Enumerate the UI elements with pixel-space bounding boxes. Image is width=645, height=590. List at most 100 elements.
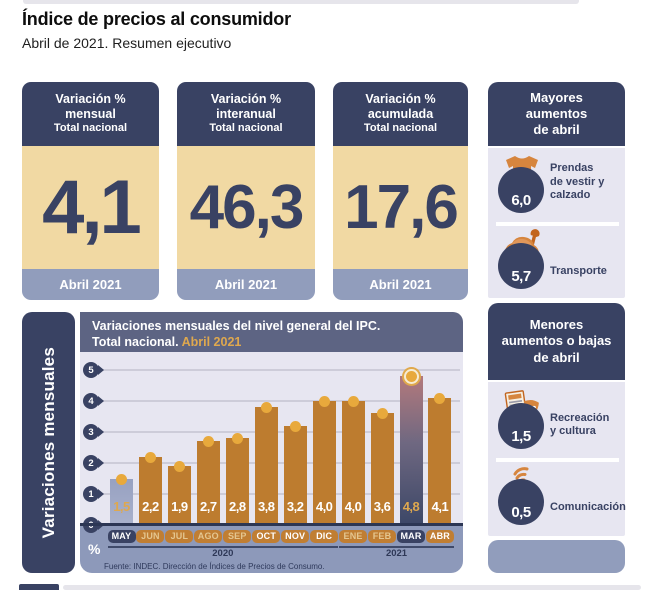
highlight-item-clothing: 6,0 Prendas de vestir y calzado — [498, 155, 623, 213]
chart-plot: 0123451,52,21,92,72,83,83,24,04,03,64,84… — [80, 352, 463, 533]
y-tick-badge: 2 — [83, 455, 104, 471]
chart-source: Fuente: INDEC. Dirección de Índices de P… — [104, 562, 325, 571]
bar-feb: 3,6 — [370, 408, 394, 525]
stat-card-title: Variación % interanual — [210, 92, 282, 122]
highlight-bubble: 0,5 — [498, 467, 550, 525]
month-badge-ago: AGO — [194, 530, 223, 543]
bar-dot — [405, 371, 417, 383]
stat-card-period: Abril 2021 — [333, 269, 468, 300]
bar-may: 1,5 — [110, 473, 133, 525]
stat-card-subtitle: Total nacional — [209, 122, 283, 135]
bar-value-label: 4,0 — [315, 499, 333, 514]
stat-value-monthly: 4,1 — [42, 164, 142, 250]
bar-value-label: 1,5 — [113, 499, 130, 514]
bar-mar: 4,8 — [399, 371, 423, 525]
panel-divider — [496, 222, 619, 226]
chart-footer: % Fuente: INDEC. Dirección de Índices de… — [80, 525, 463, 573]
chart-title-line1: Variaciones mensuales del nivel general … — [92, 319, 381, 333]
bar-value-label: 3,6 — [373, 499, 391, 514]
stat-card-body: 17,6 — [333, 146, 468, 269]
chart-main: Variaciones mensuales del nivel general … — [80, 312, 463, 573]
stat-value-accumulated: 17,6 — [344, 172, 459, 242]
highlight-bubble: 1,5 — [498, 390, 550, 449]
stat-card-header: Variación % acumulada Total nacional — [333, 82, 468, 146]
highlight-label: Recreación y cultura — [550, 411, 610, 437]
gridline — [100, 431, 460, 433]
chart-baseline — [80, 522, 463, 526]
bar-dot — [289, 420, 301, 432]
page-subtitle: Abril de 2021. Resumen ejecutivo — [22, 35, 232, 51]
stat-card-title: Variación % mensual — [55, 92, 126, 122]
gridline — [100, 462, 460, 464]
highlight-value: 6,0 — [511, 192, 531, 209]
highlight-bubble: 5,7 — [498, 229, 550, 289]
chart-title-line2: Total nacional. — [92, 335, 179, 350]
stat-card-monthly: Variación % mensual Total nacional 4,1 A… — [22, 82, 159, 300]
stat-card-title: Variación % acumulada — [365, 92, 436, 122]
month-badge-abr: ABR — [425, 530, 454, 543]
bar-abr: 4,1 — [428, 392, 452, 525]
chart-sidebar: Variaciones mensuales — [22, 312, 75, 573]
gridline — [100, 493, 460, 495]
panel-top-increases-body: 6,0 Prendas de vestir y calzado — [488, 148, 625, 298]
stat-card-body: 4,1 — [22, 146, 159, 269]
stat-card-header: Variación % mensual Total nacional — [22, 82, 159, 146]
month-badge-oct: OCT — [252, 530, 281, 543]
stat-card-yearly: Variación % interanual Total nacional 46… — [177, 82, 315, 300]
month-badge-ene: ENE — [339, 530, 368, 543]
bar-value-label: 3,8 — [257, 499, 275, 514]
highlight-item-transport: 5,7 Transporte — [498, 229, 623, 289]
stat-card-accumulated: Variación % acumulada Total nacional 17,… — [333, 82, 468, 300]
bar-jun: 2,2 — [138, 451, 162, 525]
gridline — [100, 369, 460, 371]
bar-value-label: 2,2 — [142, 499, 159, 514]
bar-value-label: 4,1 — [431, 499, 449, 514]
month-badge-dic: DIC — [310, 530, 339, 543]
stat-card-subtitle: Total nacional — [363, 122, 438, 135]
y-tick-badge: 4 — [83, 393, 104, 409]
stat-card-period: Abril 2021 — [177, 269, 315, 300]
bar-dot — [347, 396, 359, 407]
month-badge-jul: JUL — [165, 530, 194, 543]
stat-card-body: 46,3 — [177, 146, 315, 269]
month-badge-feb: FEB — [368, 530, 397, 543]
panel-lowest-increases-body: 1,5 Recreación y cultura — [488, 382, 626, 536]
bar-value-label: 1,9 — [171, 499, 188, 514]
y-tick-badge: 3 — [83, 424, 104, 440]
y-tick-badge: 5 — [83, 362, 104, 378]
page-title: Índice de precios al consumidor — [22, 9, 291, 29]
panel-lowest-increases-title: Menores aumentos o bajas de abril — [488, 303, 625, 380]
bar-dic: 4,0 — [312, 396, 336, 525]
panel-lowest-increases: Menores aumentos o bajas de abril — [488, 303, 626, 536]
top-divider-strip — [23, 0, 579, 4]
bar-dot — [260, 402, 272, 414]
highlight-label: Prendas de vestir y calzado — [550, 162, 605, 201]
year-group-line — [107, 546, 339, 548]
bar-nov: 3,2 — [283, 420, 307, 525]
highlight-bubble: 6,0 — [498, 155, 550, 213]
month-badge-jun: JUN — [136, 530, 165, 543]
bar-value-label: 4,8 — [402, 499, 420, 514]
month-badge-may: MAY — [107, 530, 136, 543]
y-tick-badge: 1 — [83, 486, 104, 502]
highlight-item-communication: 0,5 Comunicación — [498, 467, 626, 525]
next-section-stub — [19, 584, 59, 590]
bar-dot — [434, 392, 446, 404]
panel-top-increases: Mayores aumentos de abril 6,0 Prendas de… — [488, 82, 625, 298]
year-group-line — [339, 546, 454, 548]
stat-card-period: Abril 2021 — [22, 269, 159, 300]
gridline — [100, 400, 460, 402]
bar-dot — [116, 473, 127, 485]
highlight-label: Transporte — [550, 264, 607, 277]
highlight-value: 5,7 — [511, 268, 531, 285]
bottom-divider-strip — [63, 585, 641, 590]
year-group-label: 2020 — [212, 548, 234, 559]
highlight-label: Comunicación — [550, 500, 626, 513]
stat-card-header: Variación % interanual Total nacional — [177, 82, 315, 146]
highlight-value: 1,5 — [511, 428, 531, 445]
chart-ylabel: Variaciones mensuales — [38, 346, 58, 539]
bar-dot — [202, 436, 214, 448]
stat-value-yearly: 46,3 — [189, 172, 305, 242]
highlight-item-recreation: 1,5 Recreación y cultura — [498, 390, 623, 449]
